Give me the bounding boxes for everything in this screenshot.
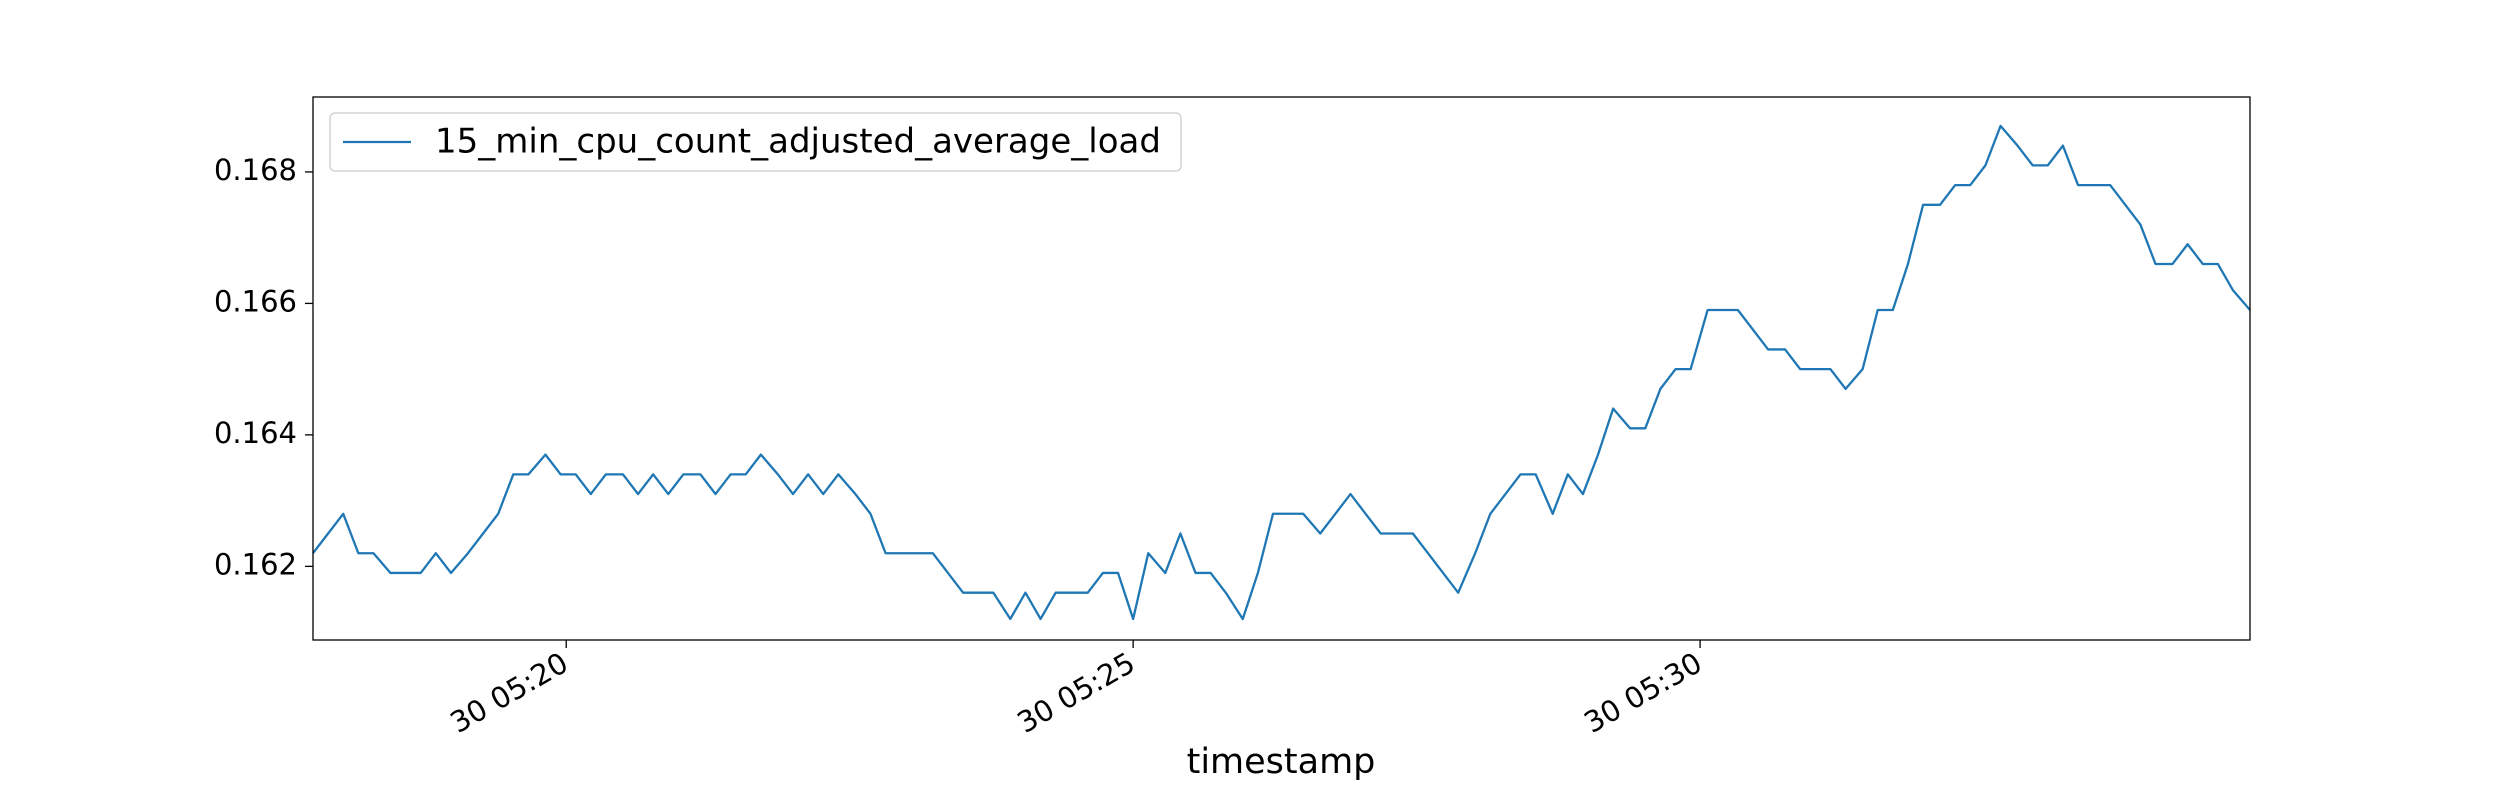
y-tick-label: 0.164: [214, 416, 297, 450]
y-tick-label: 0.168: [214, 153, 297, 187]
x-axis-label: timestamp: [1187, 742, 1376, 782]
data-line: [312, 124, 2251, 621]
y-tick-label: 0.162: [214, 547, 297, 581]
legend-box: [329, 112, 1182, 172]
legend-label: 15_min_cpu_count_adjusted_average_load: [435, 122, 1161, 162]
plot-frame: [312, 96, 2251, 641]
y-tick-label: 0.166: [214, 284, 297, 318]
